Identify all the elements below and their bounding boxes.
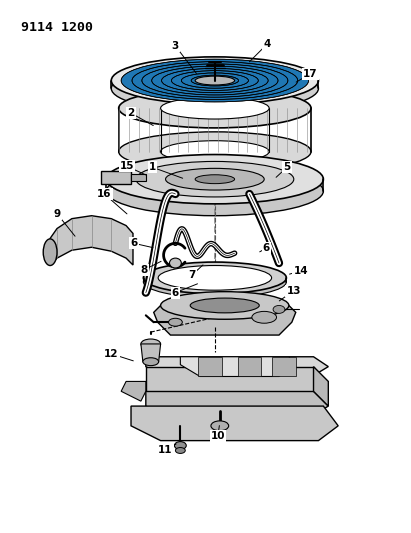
Text: 13: 13: [286, 286, 301, 296]
Ellipse shape: [171, 71, 258, 91]
Ellipse shape: [121, 59, 309, 102]
Text: 8: 8: [140, 265, 148, 275]
Ellipse shape: [175, 448, 185, 454]
Ellipse shape: [162, 68, 268, 93]
Ellipse shape: [195, 175, 235, 184]
Polygon shape: [238, 357, 261, 376]
Ellipse shape: [43, 239, 57, 265]
Polygon shape: [50, 216, 133, 265]
Text: 17: 17: [303, 69, 318, 79]
Text: 6: 6: [263, 243, 270, 253]
Text: 6: 6: [130, 238, 138, 248]
Polygon shape: [198, 357, 222, 376]
Text: 16: 16: [97, 189, 112, 199]
Text: 1: 1: [149, 163, 156, 172]
Ellipse shape: [142, 64, 288, 97]
Text: 12: 12: [104, 349, 118, 359]
Ellipse shape: [111, 57, 319, 104]
Polygon shape: [272, 357, 296, 376]
Ellipse shape: [106, 166, 323, 216]
Polygon shape: [146, 357, 328, 382]
Ellipse shape: [161, 98, 269, 119]
Ellipse shape: [161, 292, 289, 319]
Text: 14: 14: [293, 266, 308, 276]
Ellipse shape: [106, 155, 323, 204]
Polygon shape: [154, 305, 296, 335]
Ellipse shape: [181, 73, 248, 88]
Text: 7: 7: [189, 270, 196, 280]
Polygon shape: [102, 171, 131, 184]
Polygon shape: [121, 382, 146, 401]
Text: 9: 9: [53, 209, 60, 219]
Ellipse shape: [169, 318, 182, 326]
Ellipse shape: [141, 339, 161, 349]
Text: 2: 2: [127, 108, 135, 118]
Ellipse shape: [191, 75, 238, 86]
Ellipse shape: [190, 298, 259, 313]
Ellipse shape: [158, 265, 272, 290]
Ellipse shape: [195, 76, 235, 85]
Polygon shape: [131, 174, 146, 181]
Ellipse shape: [132, 62, 298, 100]
Text: 15: 15: [120, 161, 134, 172]
Polygon shape: [314, 367, 328, 406]
Ellipse shape: [169, 258, 181, 268]
Polygon shape: [141, 344, 161, 362]
Ellipse shape: [152, 66, 278, 95]
Ellipse shape: [143, 266, 286, 297]
Ellipse shape: [119, 132, 311, 171]
Ellipse shape: [143, 358, 159, 366]
Polygon shape: [146, 391, 328, 421]
Text: 9114 1200: 9114 1200: [21, 21, 92, 34]
Ellipse shape: [161, 141, 269, 163]
Ellipse shape: [166, 168, 264, 190]
Ellipse shape: [252, 311, 277, 323]
Polygon shape: [146, 367, 314, 391]
Ellipse shape: [143, 262, 286, 294]
Text: 5: 5: [283, 163, 291, 172]
Text: 4: 4: [263, 39, 271, 49]
Ellipse shape: [273, 305, 285, 313]
Polygon shape: [180, 357, 294, 376]
Text: 11: 11: [158, 446, 173, 456]
Ellipse shape: [211, 421, 229, 431]
Ellipse shape: [111, 65, 319, 112]
Ellipse shape: [119, 88, 311, 128]
Ellipse shape: [136, 161, 294, 197]
Polygon shape: [131, 406, 338, 441]
Text: 10: 10: [210, 431, 225, 441]
Text: 3: 3: [172, 41, 179, 51]
Text: 6: 6: [172, 288, 179, 297]
Ellipse shape: [174, 442, 186, 449]
